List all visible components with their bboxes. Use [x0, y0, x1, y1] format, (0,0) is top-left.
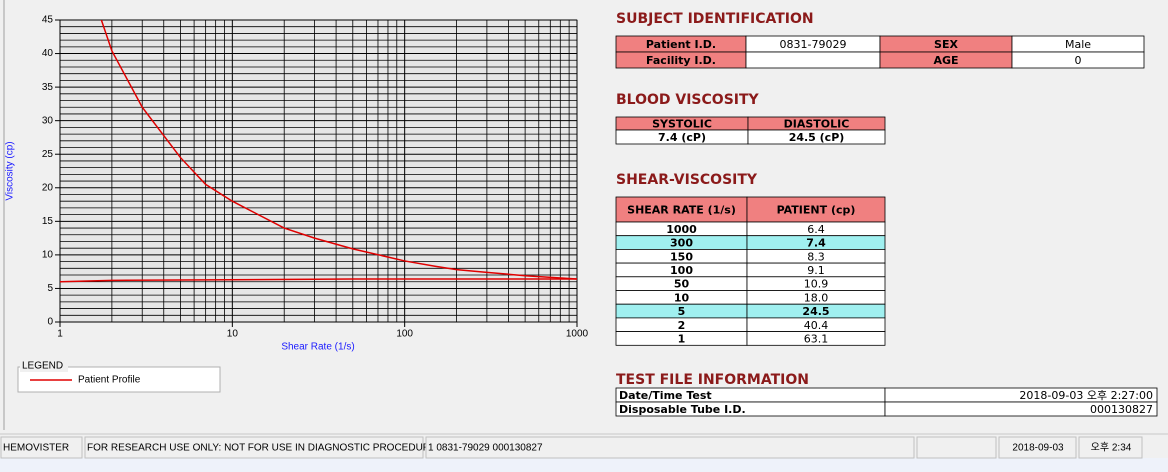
cell-text: Male — [1065, 38, 1091, 51]
cell-text: 6.4 — [807, 223, 825, 236]
status-text: HEMOVISTER — [3, 443, 69, 454]
cell-text: Patient I.D. — [646, 38, 716, 51]
y-tick-label: 30 — [42, 115, 54, 126]
status-pane — [84, 436, 424, 459]
cell-text: 2 — [678, 319, 686, 332]
cell-text: 10.9 — [804, 278, 829, 291]
cell-text: 000130827 — [1090, 403, 1153, 416]
cell-text: 1000 — [666, 223, 697, 236]
section-title: SHEAR-VISCOSITY — [616, 172, 758, 188]
section-title: BLOOD VISCOSITY — [616, 92, 760, 108]
cell-text: 40.4 — [804, 319, 829, 332]
y-tick-label: 10 — [42, 250, 54, 261]
ui-panels: SUBJECT IDENTIFICATION Patient I.D. 0831-7… — [0, 11, 1168, 459]
cell-text: 7.4 (cP) — [658, 131, 706, 144]
y-axis-label: Viscosity (cp) — [5, 141, 16, 200]
x-tick-label: 1 — [57, 329, 63, 340]
y-tick-label: 20 — [42, 182, 54, 193]
cell-text: 24.5 (cP) — [789, 131, 845, 144]
table-cell — [884, 401, 1158, 417]
cell-text: 2018-09-03 오후 2:27:00 — [1019, 389, 1153, 402]
cell-text: 0831-79029 — [780, 38, 847, 51]
status-text: FOR RESEARCH USE ONLY: NOT FOR USE IN DI… — [87, 443, 444, 454]
cell-text: 7.4 — [806, 237, 826, 250]
plot-area — [59, 19, 578, 323]
cell-text: 1 — [678, 332, 686, 345]
table-cell — [747, 129, 886, 145]
y-tick-label: 45 — [42, 15, 54, 26]
legend-title-bg — [20, 360, 68, 372]
y-tick-label: 25 — [42, 149, 54, 160]
data-line — [100, 20, 577, 280]
cell-text: Date/Time Test — [619, 389, 712, 402]
y-tick-label: 40 — [42, 48, 54, 59]
plot: 0 5 10 15 20 25 30 35 40 45 1 10 100 1000 Patient Prof… — [30, 15, 589, 386]
cell-text: 63.1 — [804, 332, 829, 345]
cell-text: 9.1 — [807, 264, 825, 277]
table-cell — [1011, 51, 1145, 69]
x-tick-label: 100 — [396, 329, 413, 340]
cell-text: 5 — [678, 305, 686, 318]
bottom-band — [0, 458, 1168, 472]
cell-text: 300 — [670, 237, 693, 250]
table-cell — [746, 331, 886, 346]
cell-text: AGE — [933, 54, 958, 67]
cell-text: 10 — [674, 291, 690, 304]
y-tick-label: 35 — [42, 82, 54, 93]
section-title: TEST FILE INFORMATION — [616, 372, 809, 388]
legend-label: Patient Profile — [78, 375, 141, 386]
header-text: SYSTOLIC — [652, 118, 712, 131]
status-pane — [425, 436, 915, 459]
header-text: DIASTOLIC — [784, 118, 850, 131]
cell-text: 50 — [674, 278, 690, 291]
cell-text: 18.0 — [804, 291, 829, 304]
cell-text: SEX — [934, 38, 958, 51]
cell-text: 8.3 — [807, 250, 825, 263]
data-line — [60, 278, 577, 283]
cell-text: 0 — [1075, 54, 1082, 67]
cell-text: 100 — [670, 264, 693, 277]
status-pane — [998, 436, 1077, 459]
y-tick-label: 15 — [42, 216, 54, 227]
legend-title: LEGEND — [22, 361, 63, 372]
y-tick-label: 0 — [47, 317, 53, 328]
cell-text: 150 — [670, 250, 693, 263]
status-pane — [0, 436, 83, 459]
x-axis-label: Shear Rate (1/s) — [281, 342, 354, 353]
header-text: PATIENT (cp) — [777, 204, 856, 217]
cell-text: Facility I.D. — [646, 54, 716, 67]
header-text: SHEAR RATE (1/s) — [627, 204, 736, 217]
cell-text: Disposable Tube I.D. — [619, 403, 746, 416]
status-text: 오후 2:34 — [1091, 442, 1132, 454]
x-tick-label: 10 — [227, 329, 239, 340]
y-tick-label: 5 — [47, 283, 53, 294]
cell-text: 24.5 — [802, 305, 829, 318]
status-text: 2018-09-03 — [1012, 443, 1064, 454]
section-title: SUBJECT IDENTIFICATION — [616, 11, 814, 27]
status-pane — [916, 436, 997, 459]
table-cell — [745, 51, 881, 69]
status-text: 1 0831-79029 000130827 — [428, 443, 543, 454]
status-pane — [1078, 436, 1143, 459]
x-tick-label: 1000 — [566, 329, 589, 340]
